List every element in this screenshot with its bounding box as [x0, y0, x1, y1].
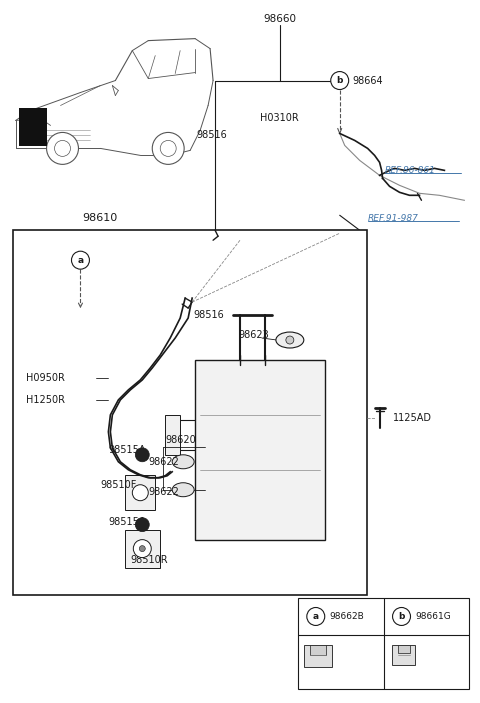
Circle shape: [135, 448, 149, 462]
Circle shape: [160, 141, 176, 156]
Circle shape: [55, 141, 71, 156]
Text: 98622: 98622: [148, 457, 179, 467]
Text: 98622: 98622: [148, 486, 179, 497]
Ellipse shape: [276, 332, 304, 348]
Text: 98664: 98664: [353, 75, 384, 86]
Text: 98610: 98610: [83, 213, 118, 224]
Circle shape: [135, 517, 149, 531]
Circle shape: [331, 72, 348, 89]
Circle shape: [152, 132, 184, 165]
Text: 98515A: 98515A: [108, 517, 146, 527]
Text: 98660: 98660: [264, 13, 296, 24]
Bar: [125, 529, 160, 567]
Bar: [12, 231, 367, 595]
Text: 98516: 98516: [196, 131, 227, 141]
Bar: [195, 360, 325, 540]
Text: H0310R: H0310R: [260, 113, 299, 124]
Text: 98510R: 98510R: [130, 555, 168, 565]
Text: 98661G: 98661G: [416, 612, 451, 621]
Circle shape: [139, 546, 145, 552]
Bar: [310, 645, 326, 655]
Bar: [304, 645, 332, 667]
Circle shape: [132, 485, 148, 501]
Ellipse shape: [172, 483, 194, 497]
Bar: [19, 108, 47, 146]
Circle shape: [393, 607, 410, 626]
Text: REF.91-987: REF.91-987: [368, 214, 419, 223]
Text: H1250R: H1250R: [25, 395, 65, 405]
Text: 98623: 98623: [238, 330, 269, 340]
Bar: [125, 475, 155, 510]
Text: 98620: 98620: [165, 435, 196, 445]
Circle shape: [47, 132, 78, 165]
Circle shape: [72, 251, 89, 269]
Bar: [298, 598, 469, 690]
Text: a: a: [77, 256, 84, 265]
Circle shape: [133, 540, 151, 557]
Text: b: b: [398, 612, 405, 621]
Ellipse shape: [172, 455, 194, 469]
Bar: [397, 645, 409, 653]
Text: 98510F: 98510F: [100, 479, 137, 490]
Text: H0950R: H0950R: [25, 373, 64, 383]
Bar: [165, 415, 180, 455]
Text: 98516: 98516: [193, 310, 224, 320]
Text: a: a: [312, 612, 319, 621]
Circle shape: [286, 336, 294, 344]
Bar: [392, 645, 416, 665]
Text: 98515A: 98515A: [108, 445, 146, 455]
Text: b: b: [336, 76, 343, 85]
Circle shape: [307, 607, 325, 626]
Text: REF.86-861: REF.86-861: [384, 166, 435, 175]
Text: 98662B: 98662B: [330, 612, 364, 621]
Text: 1125AD: 1125AD: [393, 413, 432, 423]
